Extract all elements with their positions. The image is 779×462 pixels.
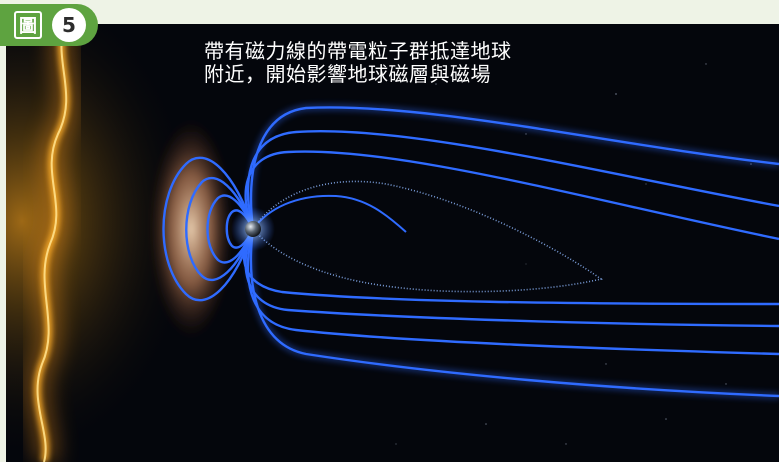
magnetosphere-illustration (6, 24, 779, 462)
figure-number: 5 (52, 8, 86, 42)
figure-badge: 圖 5 (0, 4, 98, 46)
caption-line-2: 附近，開始影響地球磁層與磁場 (204, 62, 491, 86)
solar-wind-front (24, 24, 80, 462)
bow-shock-glow (149, 119, 233, 339)
magnetosphere-svg (6, 24, 779, 462)
magnetic-field-lines (162, 103, 779, 400)
caption-line-1: 帶有磁力線的帶電粒子群抵達地球 (204, 39, 512, 63)
figure-caption: 帶有磁力線的帶電粒子群抵達地球 附近，開始影響地球磁層與磁場 (204, 40, 512, 86)
earth-icon (245, 221, 261, 237)
figure-label-icon: 圖 (14, 11, 42, 39)
figure-label-char: 圖 (19, 16, 37, 37)
